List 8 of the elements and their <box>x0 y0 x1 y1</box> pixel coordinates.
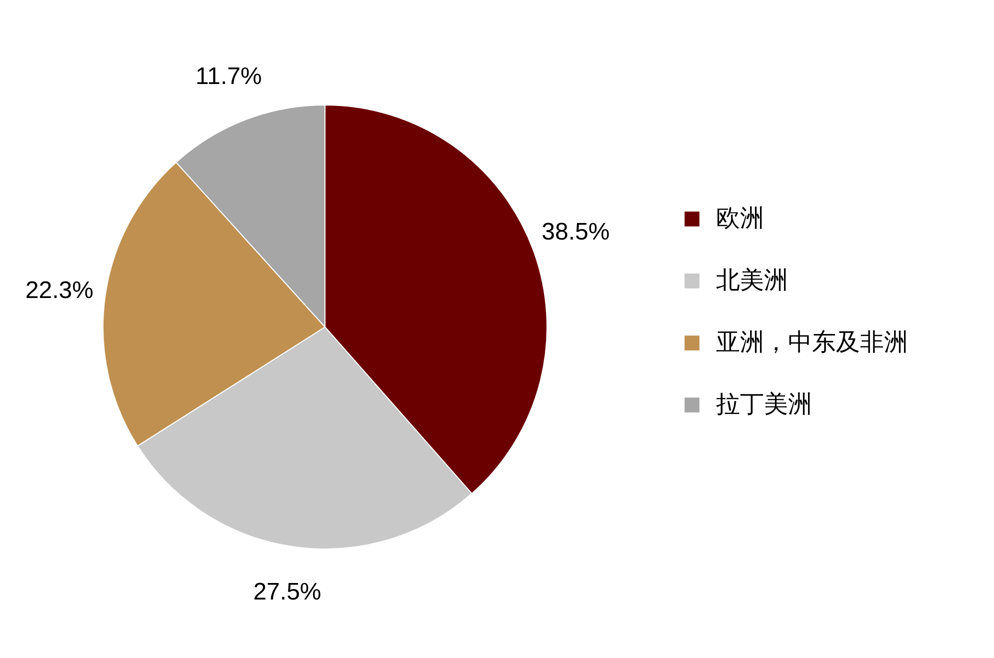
data-label: 11.7% <box>196 62 262 90</box>
legend-label: 亚洲，中东及非洲 <box>716 329 908 356</box>
legend-label: 北美洲 <box>716 267 788 294</box>
legend-label: 拉丁美洲 <box>716 391 812 418</box>
data-label: 38.5% <box>542 218 610 246</box>
data-label: 27.5% <box>253 578 322 606</box>
legend-label: 欧洲 <box>716 205 764 232</box>
data-label: 22.3% <box>25 276 94 304</box>
